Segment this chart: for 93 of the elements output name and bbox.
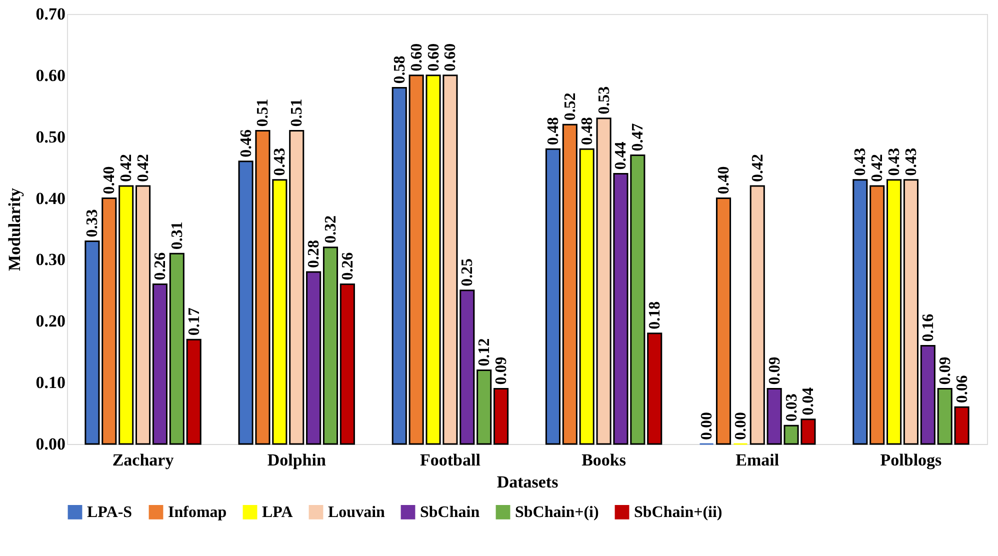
data-label: 0.26 [152, 252, 169, 280]
data-label: 0.09 [936, 356, 954, 385]
data-label: 0.43 [272, 148, 289, 176]
data-label: 0.09 [766, 356, 784, 385]
bar [545, 148, 560, 445]
x-tick-label: Zachary [112, 450, 174, 470]
data-label: 0.18 [646, 301, 664, 330]
data-label: 0.33 [84, 209, 102, 238]
bar [186, 338, 202, 445]
x-tick-label: Dolphin [267, 450, 326, 470]
data-label: 0.43 [902, 148, 920, 176]
data-label: 0.51 [288, 98, 306, 127]
y-tick-label: 0.40 [36, 188, 66, 208]
data-label: 0.42 [749, 154, 766, 182]
bar [937, 388, 952, 445]
legend-label: SbChain+(i) [515, 504, 599, 522]
data-label: 0.28 [306, 240, 323, 268]
x-tick-label: Polblogs [880, 450, 942, 470]
data-label: 0.00 [698, 412, 716, 440]
data-label: 0.06 [954, 375, 971, 404]
bar [392, 86, 407, 445]
y-axis-title: Modularity [4, 187, 24, 272]
data-label: 0.12 [476, 338, 494, 366]
data-label: 0.60 [408, 43, 426, 72]
data-label: 0.53 [596, 86, 613, 114]
legend-label: Infomap [168, 504, 227, 522]
x-tick-label: Email [736, 450, 780, 470]
data-label: 0.43 [852, 148, 870, 176]
bar [460, 290, 475, 445]
data-label: 0.40 [716, 166, 733, 194]
data-label: 0.48 [578, 117, 596, 146]
legend-label: LPA-S [87, 504, 132, 522]
y-tick-label: 0.30 [36, 250, 66, 270]
data-label: 0.32 [322, 215, 340, 244]
bar [579, 148, 594, 445]
data-label: 0.40 [101, 166, 118, 194]
bar [476, 370, 492, 445]
data-label: 0.60 [425, 43, 442, 72]
data-label: 0.26 [339, 252, 356, 280]
y-tick-label: 0.00 [36, 434, 66, 454]
bar [118, 185, 134, 445]
bar [886, 179, 902, 445]
data-label: 0.00 [732, 412, 750, 440]
data-label: 0.51 [254, 98, 272, 127]
y-tick-label: 0.60 [36, 66, 66, 85]
data-label: 0.16 [920, 314, 937, 342]
bar [716, 198, 732, 445]
bar [562, 124, 578, 445]
data-label: 0.47 [630, 123, 647, 152]
data-label: 0.48 [544, 117, 562, 146]
data-label: 0.44 [612, 142, 630, 170]
data-label: 0.42 [135, 154, 152, 182]
data-label: 0.58 [391, 56, 408, 84]
data-label: 0.60 [442, 43, 460, 72]
data-label: 0.04 [800, 387, 818, 416]
legend-label: Louvain [328, 504, 386, 522]
y-tick-label: 0.10 [36, 373, 66, 392]
data-label: 0.17 [186, 308, 203, 336]
y-tick-label: 0.20 [36, 312, 66, 331]
x-axis-title: Datasets [496, 472, 559, 492]
data-label: 0.09 [493, 356, 510, 385]
bar [852, 179, 868, 445]
bar [954, 406, 970, 445]
data-label: 0.25 [459, 258, 476, 286]
bar [870, 185, 885, 445]
bar [340, 284, 355, 445]
legend-label: SbChain+(ii) [634, 504, 722, 522]
bar [84, 240, 100, 445]
data-label: 0.43 [886, 148, 904, 176]
data-label: 0.52 [562, 92, 579, 121]
data-label: 0.42 [118, 154, 136, 182]
bar [647, 332, 662, 445]
bar [289, 130, 304, 445]
legend-label: SbChain [420, 504, 480, 522]
bar [322, 246, 338, 445]
x-tick-label: Football [420, 450, 481, 470]
x-tick-label: Books [582, 450, 626, 470]
bar [494, 388, 509, 445]
legend-label: LPA [262, 504, 294, 522]
bar [920, 344, 936, 445]
data-label: 0.03 [783, 394, 800, 422]
data-label: 0.31 [168, 222, 186, 250]
bar [136, 185, 151, 445]
y-tick-label: 0.50 [36, 127, 66, 146]
data-label: 0.46 [238, 129, 255, 158]
data-label: 0.42 [869, 154, 886, 182]
bar [903, 179, 918, 445]
bar [102, 198, 117, 445]
bar [169, 252, 184, 445]
bar [750, 185, 765, 445]
bar [152, 284, 168, 445]
y-tick-label: 0.70 [36, 4, 66, 24]
bar [306, 271, 322, 445]
